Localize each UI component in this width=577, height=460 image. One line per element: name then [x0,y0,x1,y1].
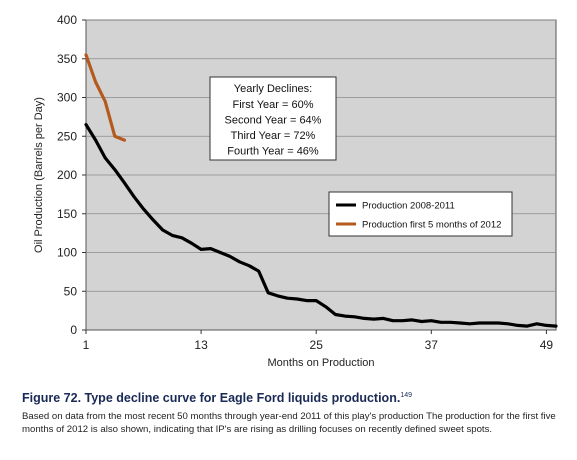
chart: 0 50 100 150 200 250 300 350 400 1 13 25 37 49 Months … [33,13,558,369]
x-tick-label: 49 [540,338,554,352]
annotation-line: Third Year = 72% [231,130,316,142]
x-axis-title: Months on Production [267,357,374,369]
annotation-line: Second Year = 64% [225,115,322,127]
y-axis-title: Oil Production (Barrels per Day) [33,97,45,253]
legend-label: Production 2008-2011 [362,201,455,212]
y-tick-label: 50 [64,284,78,298]
chart-svg: 0 50 100 150 200 250 300 350 400 1 13 25 37 49 Months … [33,13,558,369]
x-tick-label: 37 [425,338,439,352]
y-tick-label: 350 [57,52,77,66]
y-tick-label: 250 [57,129,77,143]
caption-title: Figure 72. Type decline curve for Eagle … [22,391,562,405]
x-tick-label: 25 [310,338,324,352]
figure-caption: Figure 72. Type decline curve for Eagle … [22,391,562,436]
caption-footnote: 149 [400,391,412,399]
caption-title-text: Figure 72. Type decline curve for Eagle … [22,391,401,405]
y-tick-label: 300 [57,91,77,105]
legend-box [328,191,513,237]
caption-body: Based on data from the most recent 50 mo… [22,411,556,435]
x-tick-label: 13 [194,338,208,352]
y-tick-label: 0 [70,323,77,337]
annotation-line: First Year = 60% [232,99,313,111]
y-tick-label: 400 [57,13,77,27]
annotation-title: Yearly Declines: [234,83,312,95]
y-tick-label: 150 [57,207,77,221]
x-tick-label: 1 [83,338,90,352]
series-line-2 [84,53,127,142]
y-tick-label: 200 [57,168,77,182]
legend-label: Production first 5 months of 2012 [362,220,501,231]
annotation-box [209,76,337,161]
y-tick-label: 100 [57,246,77,260]
series-line-1 [84,122,558,328]
annotation-line: Fourth Year = 46% [227,146,319,158]
